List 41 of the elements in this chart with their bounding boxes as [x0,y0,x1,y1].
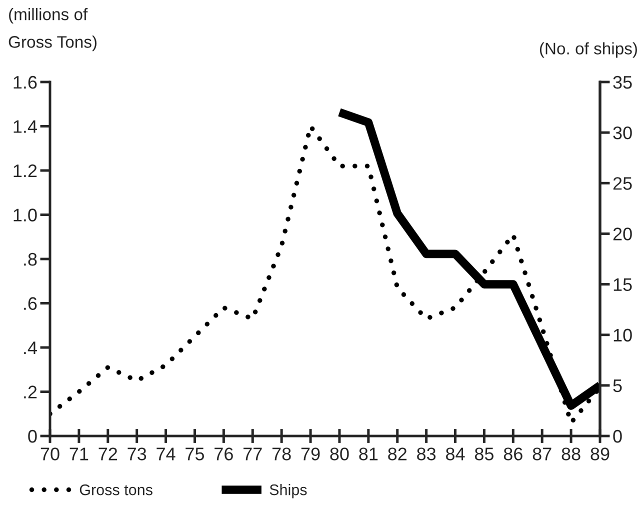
x-tick-label: 72 [98,448,118,460]
x-tick-label: 70 [40,448,60,460]
x-tick-label: 71 [70,448,88,460]
y2-tick-label: 20 [613,228,632,240]
y-tick-label: .4 [24,342,37,354]
x-tick-label: 73 [128,448,146,460]
y-tick-label: 1.6 [14,76,37,89]
y-tick-label: 0 [28,430,37,443]
x-tick-label: 85 [474,448,494,460]
y2-tick-label: 15 [614,278,632,292]
y2-tick-label: 30 [613,126,632,140]
x-tick-label: 87 [532,448,552,460]
y-tick-label: 1.2 [14,164,37,178]
x-tick-label: 89 [590,448,610,460]
x-tick-label: 86 [504,448,522,460]
legend-label: Gross tons [80,484,152,496]
y2-tick-label: 5 [613,380,622,392]
y2-tick-label: 25 [613,177,632,190]
x-tick-label: 80 [330,448,349,460]
y2-axis-title: (No. of ships) [540,42,637,58]
x-tick-label: 78 [272,448,291,460]
x-tick-label: 84 [446,448,465,460]
x-tick-label: 76 [214,448,233,460]
x-tick-label: 81 [359,448,378,460]
y2-tick-label: 0 [613,430,622,443]
x-tick-label: 74 [156,448,176,460]
y-tick-label: .2 [24,386,37,398]
y-tick-label: .6 [24,297,37,310]
legend-label: Ships [270,484,307,498]
x-tick-label: 75 [186,448,204,460]
y2-tick-label: 10 [614,328,632,342]
y-tick-label: .8 [24,252,37,266]
x-tick-label: 83 [417,448,436,460]
x-tick-label: 88 [562,448,580,460]
x-tick-label: 82 [388,448,407,460]
y-axis-title: (millions of Gross Tons) [8,8,97,52]
y-tick-label: 1.4 [14,120,37,133]
x-tick-label: 77 [244,448,262,460]
x-tick-label: 79 [301,448,320,460]
y-tick-label: 1.0 [14,208,37,222]
y2-tick-label: 35 [613,76,632,89]
